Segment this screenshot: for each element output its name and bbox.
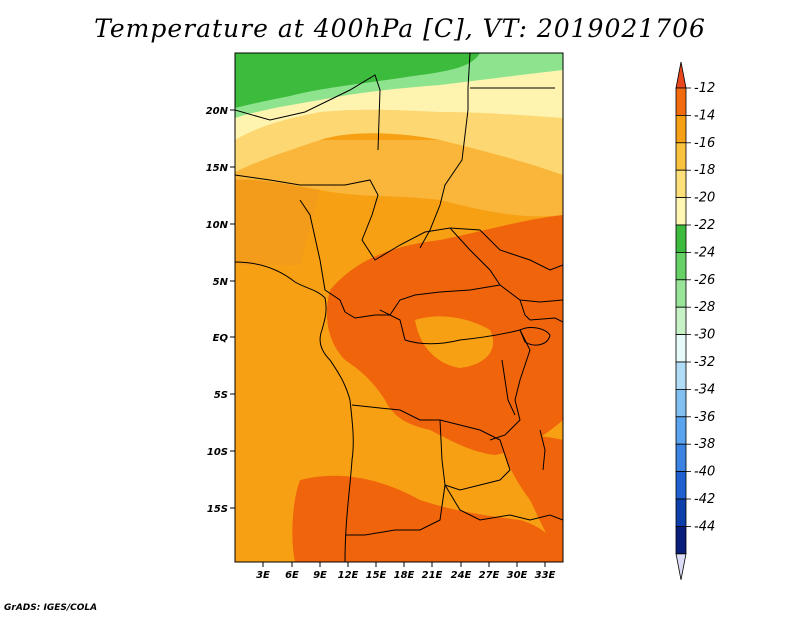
colorbar-label: -18 [694, 163, 715, 178]
border-zambia [439, 419, 511, 491]
temperature-field [235, 53, 563, 562]
colorbar-label: -28 [694, 300, 715, 315]
lon-label: 6E [285, 570, 299, 581]
map-title: Temperature at 400hPa [C], VT: 201902170… [94, 14, 706, 43]
grads-credit: GrADS: IGES/COLA [4, 603, 98, 613]
colorbar-swatch [675, 498, 687, 527]
colorbar-swatch [675, 471, 687, 500]
colorbar-label: -16 [694, 136, 715, 151]
colorbar-swatch [675, 443, 687, 473]
lon-label: 3E [256, 570, 270, 581]
colorbar-label: -24 [694, 245, 715, 260]
border-south [444, 484, 563, 521]
colorbar-swatch [675, 416, 687, 445]
lat-label: 10N [206, 220, 229, 231]
border-east [519, 299, 563, 323]
lon-label: 18E [394, 570, 415, 581]
colorbar-swatch [675, 306, 687, 336]
field-orange-light-patch [415, 316, 494, 368]
colorbar-swatch [675, 115, 687, 144]
colorbar-swatch [675, 361, 687, 390]
border-car [361, 227, 501, 316]
field-orange-dark-south [292, 475, 563, 562]
colorbar-label: -26 [694, 273, 715, 288]
colorbar-bottom-arrow [675, 553, 687, 580]
colorbar-label: -22 [694, 218, 715, 233]
border-libya-egypt [467, 53, 471, 110]
lon-axis [262, 562, 546, 567]
colorbar-swatch [675, 388, 687, 418]
colorbar-top-arrow [675, 61, 687, 89]
colorbar-swatch [675, 224, 687, 253]
lake-tanganyika [501, 359, 516, 416]
lat-label: 20N [206, 106, 229, 117]
colorbar-swatch [675, 526, 687, 555]
colorbar-label: -40 [694, 465, 715, 480]
lat-label: 15S [207, 504, 228, 515]
field-orange-light-north [235, 140, 563, 217]
lon-label: 33E [535, 570, 556, 581]
colorbar-swatch [675, 334, 687, 363]
lon-label: 9E [313, 570, 327, 581]
colorbar-label: -44 [694, 519, 715, 534]
coastline [235, 261, 354, 562]
lat-label: 10S [207, 447, 228, 458]
lake-victoria [519, 327, 551, 346]
lat-label: 5N [213, 277, 229, 288]
lon-label: 30E [507, 570, 528, 581]
colorbar-label: -32 [694, 355, 715, 370]
colorbar-label: -30 [694, 328, 715, 343]
border-drc-north [344, 311, 406, 341]
border-angola [345, 404, 446, 536]
colorbar-label: -20 [694, 191, 715, 206]
colorbar-swatch [675, 87, 687, 116]
colorbar-label: -14 [694, 108, 715, 123]
colorbar-swatch [675, 142, 687, 171]
field-green [235, 53, 480, 108]
lat-axis [230, 109, 235, 509]
lon-label: 21E [422, 570, 443, 581]
field-ocean-orange [235, 265, 360, 562]
lat-label: 5S [214, 390, 228, 401]
lat-label: EQ [213, 333, 229, 344]
lon-label: 27E [479, 570, 500, 581]
lon-label: 15E [366, 570, 387, 581]
colorbar-swatch [675, 197, 687, 226]
lon-label: 12E [338, 570, 359, 581]
country-borders [235, 53, 563, 562]
colorbar-swatch [675, 251, 687, 281]
field-orange-dark-east [500, 435, 563, 560]
colorbar-swatch [675, 279, 687, 308]
lon-label: 24E [451, 570, 472, 581]
colorbar-label: -34 [694, 382, 715, 397]
border-chad-sudan [419, 87, 555, 249]
colorbar-label: -38 [694, 437, 715, 452]
field-orange-light-west [235, 179, 320, 265]
map-frame [234, 52, 564, 563]
border-drc [404, 329, 531, 441]
border-nigeria-cameroon [299, 199, 346, 313]
colorbar-label: -36 [694, 410, 715, 425]
colorbar: -12 -14 -16 -18 -20 -22 -24 -26 -28 -30 -32 -34 -36 -… [675, 61, 715, 580]
colorbar-label: -12 [694, 81, 715, 96]
colorbar-swatch [675, 169, 687, 198]
colorbar-label: -42 [694, 492, 715, 507]
border-algeria-niger [235, 74, 381, 151]
lake-malawi [539, 429, 546, 471]
border-south-sudan [449, 227, 563, 303]
lat-label: 15N [206, 163, 229, 174]
border-niger-nigeria [235, 174, 379, 241]
